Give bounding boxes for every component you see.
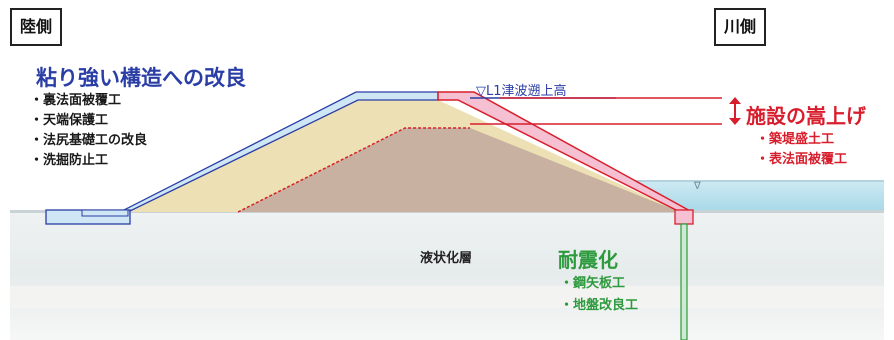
lower-ground-band <box>10 286 884 308</box>
raising-list: ・築堤盛土工 ・表法面被覆工 <box>756 130 847 170</box>
seismic-list: ・鋼矢板工 ・地盤改良工 <box>560 273 638 317</box>
sheet-pile-head <box>674 209 694 225</box>
river-side-label: 川側 <box>714 8 767 46</box>
water-level-mark-icon: ∇ <box>693 181 701 192</box>
seismic-title: 耐震化 <box>558 248 618 272</box>
raising-item: ・表法面被覆工 <box>756 152 848 167</box>
land-side-label: 陸側 <box>10 8 63 46</box>
steel-sheet-pile <box>680 223 688 340</box>
resilient-title: 粘り強い構造への改良 <box>36 66 246 90</box>
water-level-label: ▽L1津波遡上高 <box>476 84 567 99</box>
raise-arrow-up-icon <box>729 97 741 104</box>
liquefaction-layer-label: 液状化層 <box>420 251 473 266</box>
river-water <box>618 180 884 210</box>
resilient-list: ・裏法面被覆工 ・天端保護工 ・法尻基礎工の改良 ・洗掘防止工 <box>30 91 147 171</box>
seismic-item: ・鋼矢板工 <box>560 276 626 291</box>
raising-item: ・築堤盛土工 <box>756 132 835 147</box>
seismic-item: ・地盤改良工 <box>560 298 639 313</box>
ground <box>10 210 884 340</box>
resilient-item: ・法尻基礎工の改良 <box>30 133 148 148</box>
raise-arrow-down-icon <box>729 118 741 125</box>
resilient-item: ・裏法面被覆工 <box>30 93 122 108</box>
toe-foundation-cap <box>81 209 129 217</box>
resilient-item: ・天端保護工 <box>30 113 109 128</box>
resilient-item: ・洗掘防止工 <box>30 153 109 168</box>
raising-title: 施設の嵩上げ <box>746 104 866 128</box>
embankment-raised-core <box>238 128 680 212</box>
original-levee-outline <box>237 127 470 213</box>
